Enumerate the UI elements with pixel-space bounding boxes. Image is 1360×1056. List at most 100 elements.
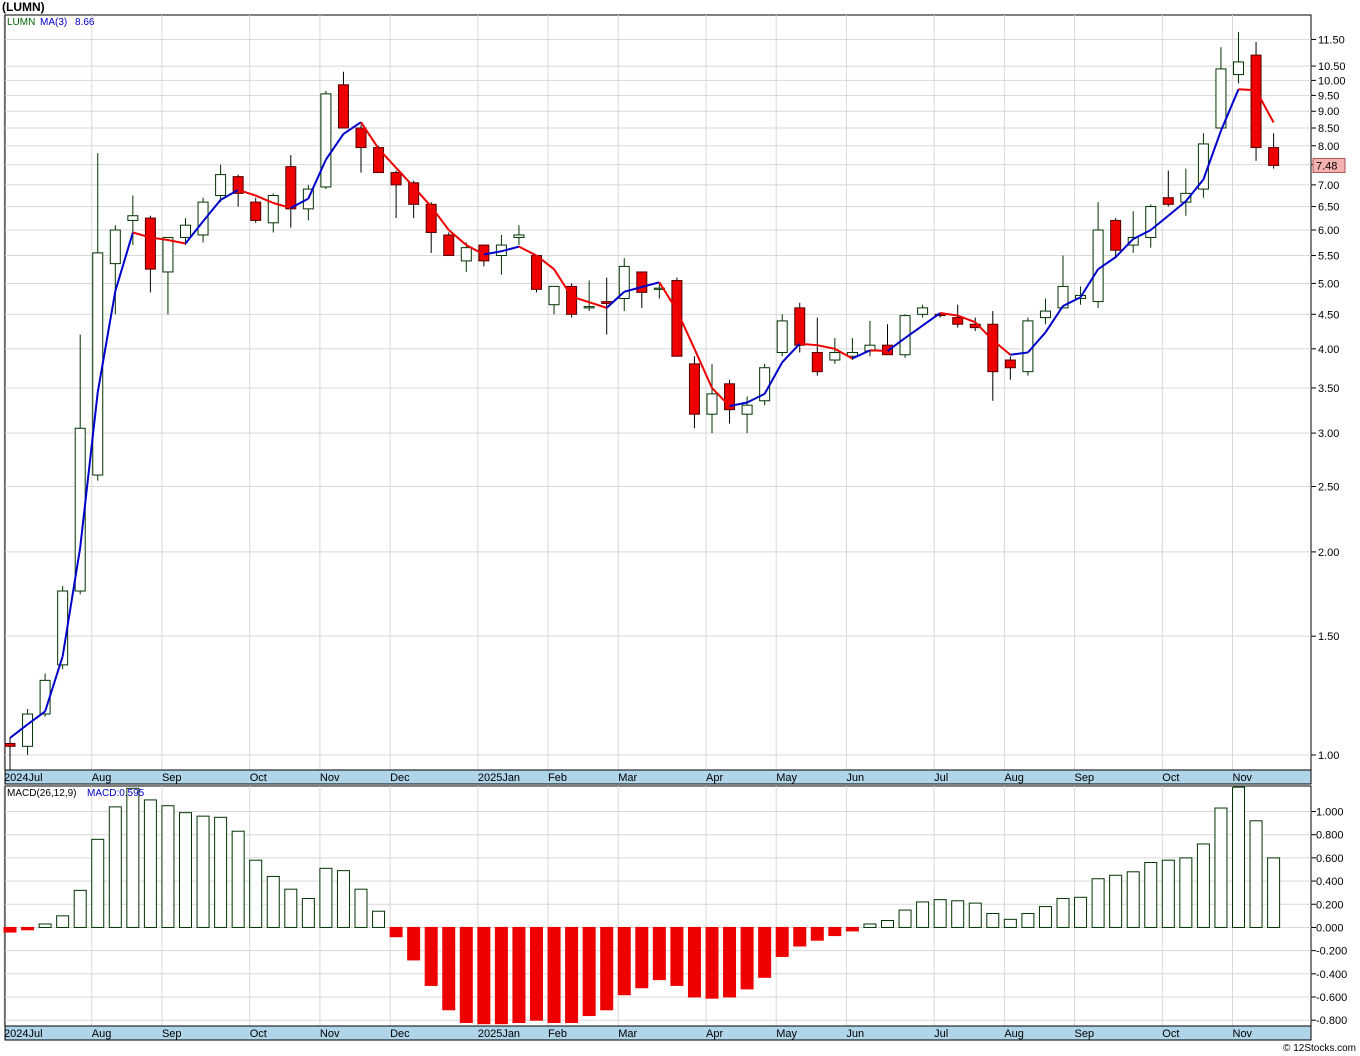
candle-up: [162, 236, 174, 273]
ma-segment: [957, 314, 976, 324]
macd-tick-label: -0.200: [1316, 946, 1347, 958]
price-tick-label: 3.00: [1318, 428, 1339, 440]
candle-down: [355, 127, 367, 149]
ma-segment: [763, 361, 784, 395]
ma-segment: [886, 337, 906, 352]
ma-segment: [342, 121, 362, 135]
macd-bar-positive: [933, 899, 947, 928]
date-axis-label: Aug: [92, 1028, 112, 1040]
ma-segment: [448, 229, 467, 246]
date-axis-label: Jul: [934, 1028, 948, 1040]
macd-bar-positive: [1267, 857, 1281, 928]
date-axis-label: Apr: [706, 772, 723, 784]
macd-bar-negative: [407, 926, 421, 961]
candle-up: [267, 195, 279, 224]
ma-segment: [535, 254, 555, 270]
candle-down: [724, 383, 736, 411]
date-axis-label: Sep: [162, 1028, 182, 1040]
ma-segment: [658, 281, 678, 311]
macd-bar-negative: [3, 926, 17, 933]
ma-segment: [571, 295, 590, 304]
ma-segment: [553, 268, 573, 298]
date-axis-label: Apr: [706, 1028, 723, 1040]
candle-up: [513, 234, 525, 238]
ma-segment: [1220, 88, 1240, 132]
date-axis-label: Nov: [320, 1028, 340, 1040]
macd-bar-negative: [687, 926, 701, 998]
candle-up: [1215, 68, 1227, 129]
macd-bar-negative: [547, 926, 561, 1024]
macd-bar-positive: [91, 838, 105, 928]
ma-segment: [623, 286, 643, 293]
macd-date-axis: [4, 1025, 1312, 1041]
macd-bar-positive: [143, 799, 157, 928]
candle-down: [1004, 359, 1016, 369]
macd-bar-positive: [1109, 874, 1123, 928]
price-tick-label: 5.50: [1318, 251, 1339, 263]
macd-bar-positive: [881, 919, 894, 928]
ma-segment: [1167, 200, 1187, 217]
ma-segment: [1255, 89, 1275, 124]
macd-bar-positive: [1038, 906, 1052, 928]
macd-bar-negative: [828, 926, 842, 937]
macd-bar-negative: [793, 926, 807, 947]
ma-segment: [9, 723, 29, 739]
ma-segment: [641, 281, 660, 288]
candle-down: [425, 203, 437, 233]
macd-bar-negative: [775, 926, 789, 957]
price-legend-ma: MA(3): [40, 17, 67, 28]
candle-down: [1250, 54, 1262, 149]
candle-down: [794, 307, 806, 346]
price-tick-label: 1.50: [1318, 631, 1339, 643]
ma-segment: [272, 202, 292, 209]
ma-segment: [922, 312, 941, 327]
candle-up: [180, 224, 191, 238]
macd-bar-negative: [442, 926, 456, 1011]
ma-segment: [360, 121, 380, 150]
macd-bar-positive: [1179, 857, 1193, 928]
macd-bar-negative: [459, 926, 473, 1024]
date-axis-label: Sep: [162, 772, 182, 784]
date-axis-label: 2024Jul: [4, 1028, 43, 1040]
ma-segment: [588, 301, 608, 309]
ma-segment: [1150, 214, 1169, 231]
candle-down: [531, 255, 542, 290]
ma-segment: [1202, 130, 1222, 180]
date-axis-label: Dec: [390, 1028, 410, 1040]
candle-down: [232, 176, 244, 194]
date-axis-label: Nov: [1233, 1028, 1253, 1040]
price-tick-label: 6.50: [1318, 202, 1339, 214]
candle-up: [92, 252, 104, 476]
price-tick-label: 4.50: [1318, 309, 1339, 321]
ma-segment: [114, 232, 134, 292]
macd-bar-positive: [214, 816, 228, 928]
candle-down: [952, 317, 964, 325]
macd-tick-label: -0.800: [1316, 1015, 1347, 1027]
ma-segment: [1097, 256, 1117, 270]
ma-segment: [1027, 331, 1047, 354]
candle-down: [443, 234, 455, 257]
ma-segment: [377, 148, 397, 169]
candle-down: [4, 742, 16, 747]
macd-bar-negative: [389, 926, 403, 938]
candle-up: [1057, 285, 1069, 309]
macd-bar-positive: [916, 901, 930, 928]
date-axis-label: Sep: [1075, 772, 1095, 784]
macd-bar-negative: [845, 926, 859, 932]
macd-bar-positive: [179, 812, 192, 928]
price-tick-label: 9.50: [1318, 90, 1339, 102]
price-tick-label: 9.00: [1318, 106, 1339, 118]
macd-bar-positive: [1074, 896, 1088, 928]
macd-bar-negative: [723, 926, 737, 998]
date-axis-label: Sep: [1075, 1028, 1095, 1040]
ma-segment: [746, 392, 766, 404]
date-axis-label: Nov: [320, 772, 340, 784]
candle-up: [917, 307, 929, 315]
price-tick-label: 8.50: [1318, 123, 1339, 135]
candle-up: [127, 215, 139, 221]
ma-segment: [44, 656, 64, 712]
candle-down: [688, 363, 700, 415]
macd-bar-negative: [635, 926, 649, 989]
candle-down: [636, 271, 648, 293]
